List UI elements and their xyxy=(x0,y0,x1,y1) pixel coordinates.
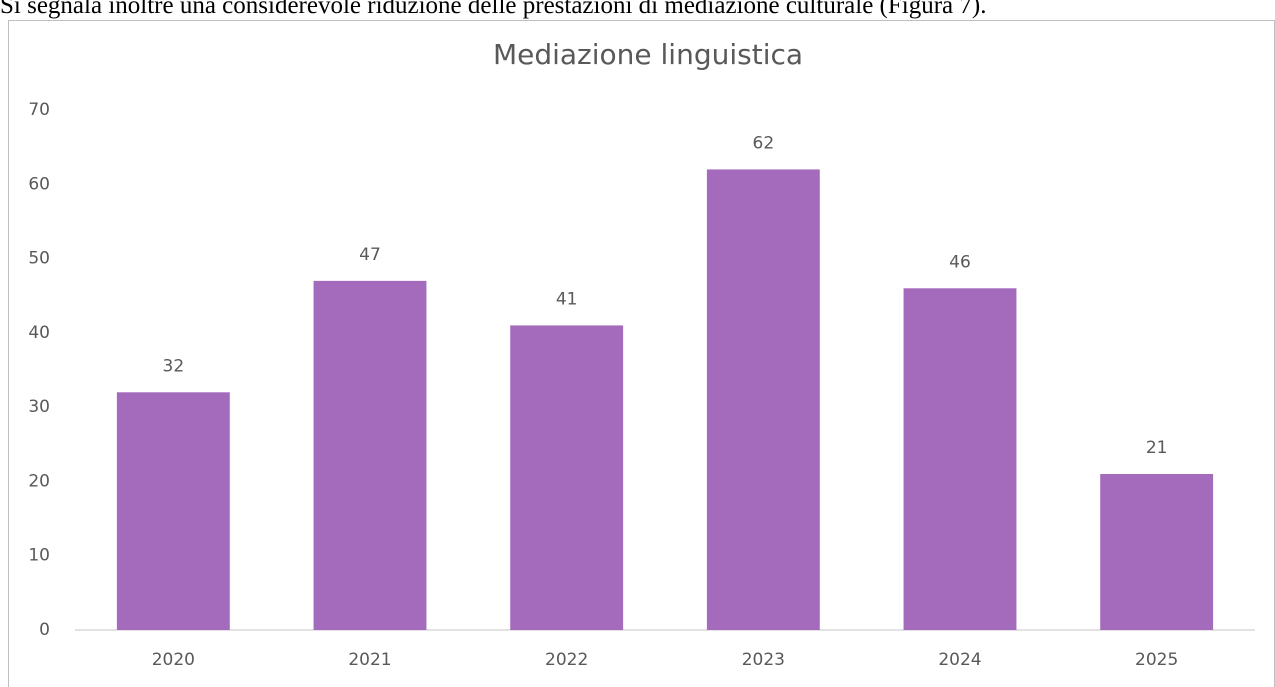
data-label: 32 xyxy=(163,356,185,376)
y-tick-label: 30 xyxy=(28,397,50,417)
bar xyxy=(510,325,624,630)
bar xyxy=(903,288,1017,630)
x-tick-label: 2025 xyxy=(1135,650,1178,670)
x-tick-label: 2023 xyxy=(742,650,785,670)
y-tick-label: 70 xyxy=(28,100,50,120)
bar xyxy=(116,392,230,630)
bar xyxy=(313,280,427,630)
data-label: 62 xyxy=(753,133,775,153)
x-tick-label: 2022 xyxy=(545,650,588,670)
x-tick-label: 2021 xyxy=(348,650,391,670)
y-tick-label: 40 xyxy=(28,323,50,343)
data-label: 41 xyxy=(556,289,578,309)
x-tick-label: 2024 xyxy=(938,650,981,670)
y-tick-label: 10 xyxy=(28,546,50,566)
bar xyxy=(1100,474,1214,630)
chart-title: Mediazione linguistica xyxy=(493,38,803,71)
data-label: 46 xyxy=(949,252,971,272)
y-tick-label: 50 xyxy=(28,249,50,269)
paragraph-text: Si segnala inoltre una considerevole rid… xyxy=(0,0,986,19)
bar xyxy=(706,169,820,630)
data-label: 47 xyxy=(359,245,381,265)
y-tick-label: 20 xyxy=(28,471,50,491)
y-tick-label: 0 xyxy=(39,620,50,640)
y-tick-label: 60 xyxy=(28,174,50,194)
data-label: 21 xyxy=(1146,438,1168,458)
x-tick-label: 2020 xyxy=(152,650,195,670)
